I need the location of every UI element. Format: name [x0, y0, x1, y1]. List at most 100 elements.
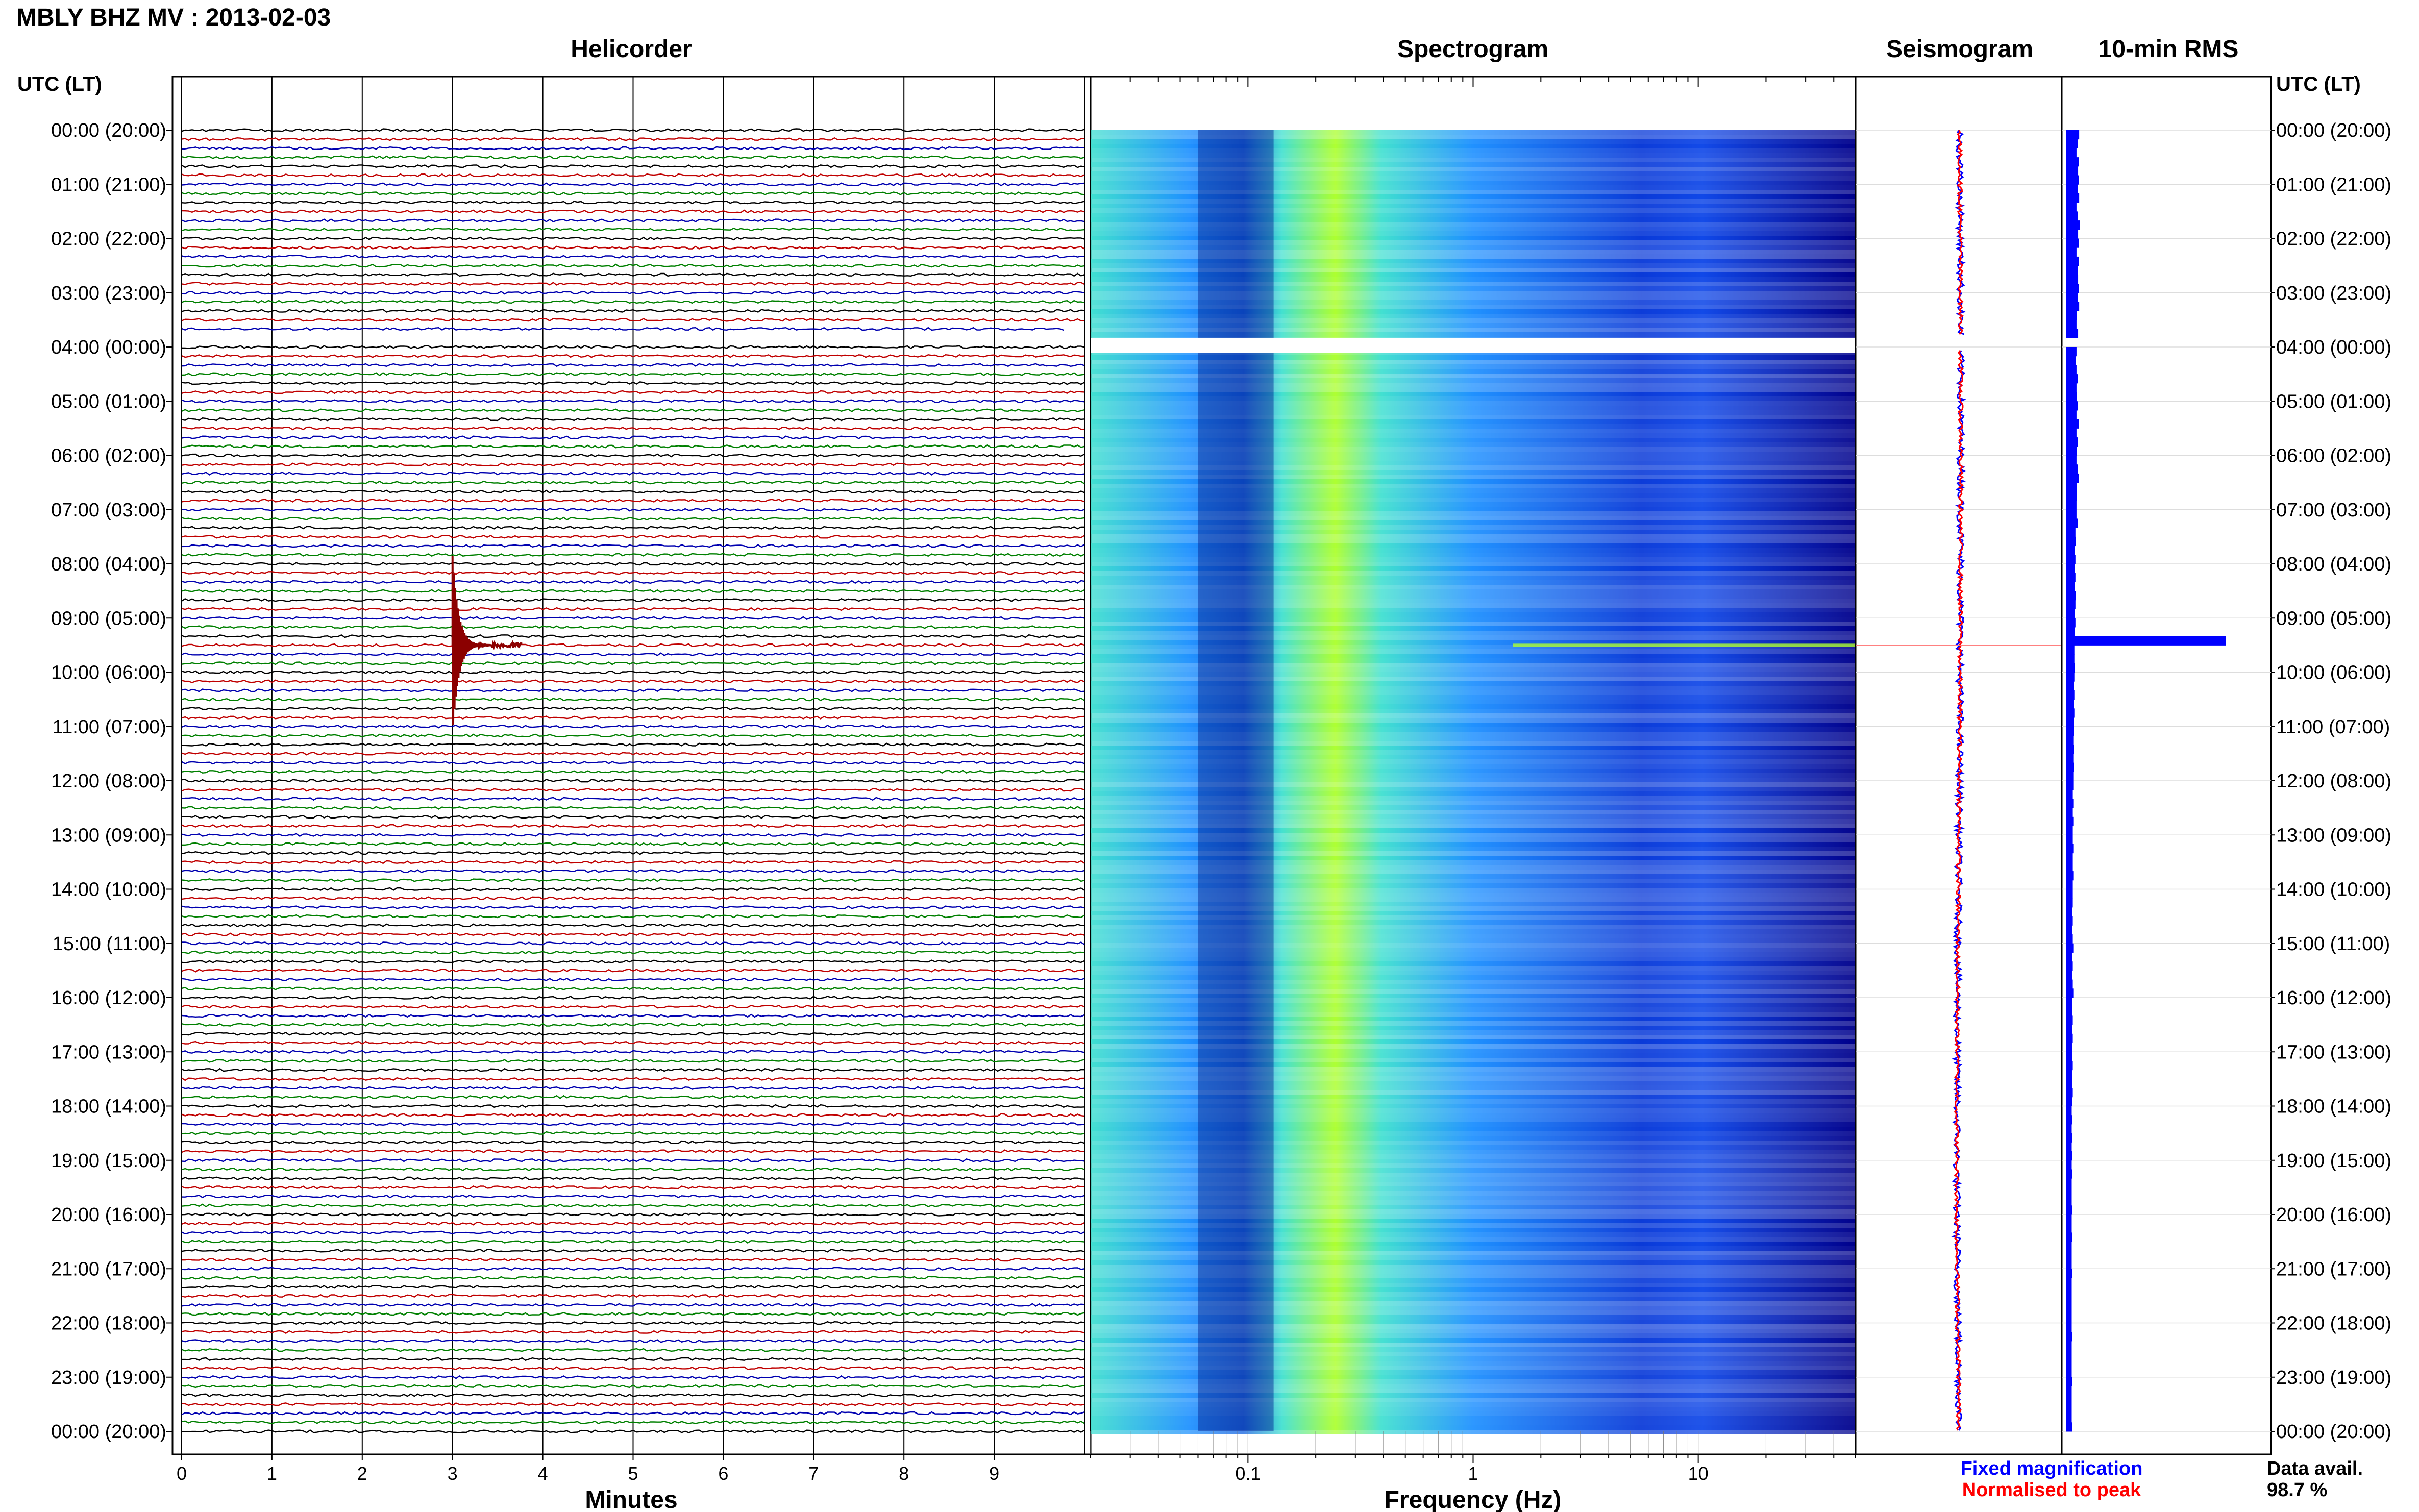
time-label-right: 14:00 (10:00) — [2276, 879, 2391, 901]
spectrogram-row — [1091, 1173, 1856, 1177]
rms-bar — [2066, 826, 2073, 835]
helicorder-trace — [181, 1077, 1085, 1081]
spectrogram-row — [1091, 1127, 1856, 1131]
spectrogram-row — [1091, 1030, 1856, 1035]
spectrogram-row — [1091, 966, 1856, 971]
helicorder-trace — [181, 1176, 1085, 1180]
spectrogram-row — [1091, 208, 1856, 213]
helicorder-trace — [181, 282, 1085, 286]
helicorder-trace — [181, 779, 1085, 783]
rms-bar — [2066, 772, 2074, 781]
rms-bar — [2066, 1232, 2072, 1242]
rms-bar — [2066, 1368, 2072, 1378]
rms-bar — [2066, 546, 2075, 555]
spectrogram-row — [1091, 888, 1856, 893]
helicorder-trace — [181, 200, 1085, 205]
helicorder-trace — [181, 733, 1085, 738]
time-label-left: 22:00 (18:00) — [51, 1313, 166, 1334]
helicorder-trace — [182, 1122, 1085, 1126]
spectrogram-row — [1091, 1021, 1856, 1026]
rms-bar — [2066, 265, 2078, 275]
legend-normalised: Normalised to peak — [1962, 1479, 2141, 1501]
spectrogram-title: Spectrogram — [1397, 36, 1548, 63]
spectrogram-row — [1091, 938, 1856, 943]
spectrogram-row — [1091, 920, 1856, 925]
helicorder-trace — [181, 128, 1085, 132]
rms-bar — [2066, 726, 2074, 736]
spectrogram-row — [1091, 677, 1856, 681]
time-label-right: 23:00 (19:00) — [2276, 1367, 2391, 1389]
helicorder-trace — [181, 236, 1085, 241]
spectrogram-row — [1091, 470, 1856, 475]
helicorder-trace — [181, 1023, 1085, 1027]
helicorder-trace — [181, 1167, 1085, 1172]
spectrogram-row — [1091, 1196, 1856, 1200]
time-label-right: 16:00 (12:00) — [2276, 987, 2391, 1009]
rms-bar — [2066, 1259, 2072, 1269]
spectrogram-row — [1091, 690, 1856, 695]
time-label-right: 08:00 (04:00) — [2276, 554, 2391, 575]
spectrogram-row — [1091, 424, 1856, 429]
rms-bar — [2066, 455, 2077, 465]
rms-bar — [2066, 871, 2074, 881]
spectrogram-row — [1091, 1246, 1856, 1251]
spectrogram-row — [1091, 1242, 1856, 1246]
helicorder-trace — [181, 227, 1085, 232]
spectrogram-row — [1091, 553, 1856, 557]
spectrogram-row — [1091, 1379, 1856, 1384]
helicorder-xtick-label: 6 — [718, 1463, 728, 1484]
spectrogram-row — [1091, 181, 1856, 185]
time-label-right: 02:00 (22:00) — [2276, 229, 2391, 250]
spectrogram-row — [1091, 961, 1856, 966]
spectrogram-row — [1091, 1287, 1856, 1292]
helicorder-trace — [181, 1420, 1085, 1425]
spectrogram-row — [1091, 305, 1856, 309]
helicorder-trace — [181, 905, 1085, 909]
spectrogram-row — [1091, 893, 1856, 897]
time-label-left: 08:00 (04:00) — [51, 554, 166, 575]
time-label-right: 15:00 (11:00) — [2276, 933, 2390, 955]
helicorder-trace — [181, 408, 1085, 412]
spectrogram-row — [1091, 1315, 1856, 1320]
spectrogram-row — [1091, 562, 1856, 566]
helicorder-trace — [181, 1004, 1085, 1009]
rms-bar — [2066, 175, 2079, 185]
spectrogram-row — [1091, 1076, 1856, 1081]
seismogram-title: Seismogram — [1886, 36, 2033, 63]
spectrogram-row — [1091, 773, 1856, 778]
rms-bar — [2066, 1205, 2072, 1215]
spectrogram-row — [1091, 801, 1856, 805]
spectrogram-row — [1091, 796, 1856, 801]
helicorder-trace — [181, 372, 1085, 377]
spectrogram-row — [1091, 295, 1856, 300]
spectrogram-row — [1091, 1017, 1856, 1021]
rms-bar — [2066, 284, 2079, 293]
spectrogram-row — [1091, 1026, 1856, 1030]
helicorder-trace — [181, 571, 1085, 575]
rms-bar — [2066, 627, 2075, 637]
rms-bar — [2066, 717, 2074, 727]
spectrogram-row — [1091, 272, 1856, 277]
helicorder-trace — [181, 770, 1085, 774]
rms-bar — [2066, 383, 2077, 393]
spectrogram-row — [1091, 952, 1856, 957]
time-label-left: 03:00 (23:00) — [51, 283, 166, 304]
rms-bar — [2066, 1015, 2073, 1025]
spectrogram-row — [1091, 360, 1856, 364]
time-label-left: 01:00 (21:00) — [51, 174, 166, 195]
helicorder-trace — [181, 309, 1085, 313]
spectrogram-row — [1091, 906, 1856, 911]
spectrogram-xtick-label: 0.1 — [1235, 1463, 1261, 1484]
spectrogram-row — [1091, 1007, 1856, 1012]
rms-bar — [2066, 645, 2075, 655]
rms-panel — [2061, 76, 2272, 1455]
time-label-left: 06:00 (02:00) — [51, 445, 166, 467]
spectrogram-row — [1091, 897, 1856, 902]
spectrogram-row — [1091, 520, 1856, 525]
rms-bar — [2066, 1269, 2072, 1278]
spectrogram-row — [1091, 548, 1856, 553]
spectrogram-row — [1091, 980, 1856, 984]
spectrogram-row — [1091, 1343, 1856, 1347]
spectrogram-row — [1091, 865, 1856, 870]
spectrogram-row — [1091, 1251, 1856, 1255]
